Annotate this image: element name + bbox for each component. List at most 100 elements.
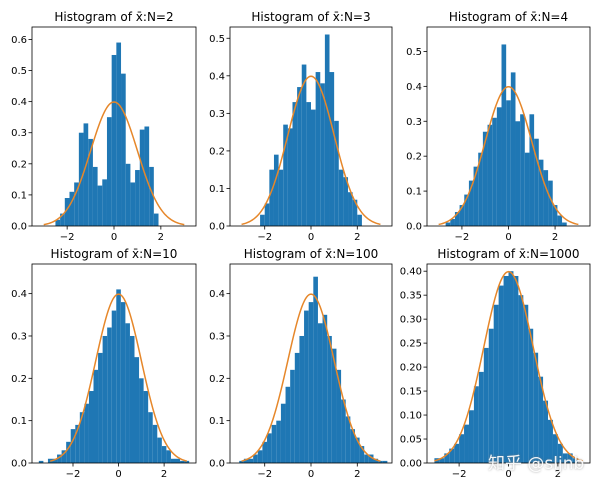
histogram-bar (501, 44, 507, 227)
subplot-4: −2 0 2 0.0 0.1 0.2 0.3 0.4 Histogram of x̄:N=10 (11, 247, 197, 480)
histogram-bar (257, 450, 263, 463)
x-tick-label: 2 (552, 232, 558, 243)
y-tick-label: 0.3 (11, 128, 27, 139)
histogram-bar (515, 121, 521, 226)
histogram-bar (243, 458, 249, 463)
y-tick-label: 0.3 (406, 117, 422, 128)
histogram-bar (498, 285, 504, 463)
y-tick-label: 0.5 (11, 66, 27, 77)
histogram-bar (75, 424, 80, 463)
histogram-bar (139, 129, 145, 226)
histogram-bar (161, 446, 167, 463)
y-tick-label: 0.3 (11, 331, 27, 342)
histogram-bar (464, 194, 469, 226)
histogram-bar (445, 222, 451, 226)
histogram-bar (116, 42, 122, 227)
subplot-title: Histogram of x̄:N=3 (251, 10, 370, 24)
y-tick-label: 0.0 (11, 222, 27, 233)
histogram-bar (290, 369, 295, 463)
axes-frame (31, 263, 197, 464)
histogram-bar (324, 34, 330, 226)
histogram-bar (70, 429, 76, 463)
y-tick-label: 0.1 (406, 187, 422, 198)
histogram-bar (66, 441, 71, 463)
y-tick-label: 0.5 (406, 47, 422, 58)
histogram-bar (338, 169, 344, 226)
histogram-bar (153, 213, 159, 227)
histogram-bar (79, 412, 85, 463)
normal-pdf-curve (241, 75, 381, 226)
histogram-bar (152, 424, 158, 463)
histogram-bar (557, 443, 563, 463)
y-tick-label: 0.3 (209, 109, 225, 120)
histogram-bar (125, 323, 130, 463)
x-tick-label: 2 (161, 469, 167, 480)
histogram-bar (139, 378, 144, 463)
normal-pdf-curve (438, 85, 579, 226)
histogram-bar (329, 72, 335, 226)
y-tick-label: 0.2 (209, 146, 225, 157)
histogram-bar (439, 458, 445, 463)
histogram-bar (449, 448, 455, 463)
y-tick-label: 0.30 (400, 315, 422, 326)
histogram-bar (382, 460, 388, 463)
histogram-bar (552, 434, 558, 463)
histogram-bar (373, 458, 379, 463)
y-tick-label: 0.10 (400, 411, 422, 422)
histogram-bar (450, 219, 455, 226)
histogram-bar (297, 87, 302, 226)
y-tick-label: 0.4 (11, 97, 27, 108)
histogram-bar (106, 117, 112, 226)
histogram-bar (523, 304, 529, 463)
y-tick-label: 0.0 (209, 222, 225, 233)
histogram-bar (253, 454, 258, 463)
histogram-bar (543, 170, 549, 226)
histogram-bar (273, 154, 279, 226)
normal-pdf-curve (241, 293, 381, 462)
histogram-bar (125, 163, 131, 227)
histogram-bar (508, 271, 514, 463)
histogram-bar (543, 400, 549, 463)
y-tick-label: 0.1 (209, 184, 225, 195)
subplot-5: −2 0 2 0.0 0.1 0.2 0.3 0.4 Histogram of x̄:N=100 (209, 247, 393, 480)
histogram-bar (306, 102, 311, 226)
histogram-bar (534, 138, 539, 226)
histogram-bar (285, 386, 291, 463)
histogram-bar (513, 275, 519, 463)
histogram-bar (492, 117, 497, 226)
histogram-bar (506, 100, 511, 226)
y-tick-label: 0.05 (400, 435, 422, 446)
histogram-bar (487, 124, 493, 226)
histogram-bar (83, 123, 89, 226)
subplot-title: Histogram of x̄:N=2 (54, 10, 173, 24)
histogram-bar (350, 429, 355, 463)
y-tick-label: 0.5 (209, 34, 225, 45)
x-tick-label: 0 (115, 469, 121, 480)
histogram-bar (107, 327, 112, 463)
histogram-bar (488, 328, 494, 463)
histogram-bar (135, 170, 140, 226)
y-tick-label: 0.2 (209, 374, 225, 385)
histogram-bar (315, 72, 321, 226)
x-tick-label: −2 (452, 469, 467, 480)
histogram-bar (60, 213, 65, 227)
histogram-bar (538, 376, 544, 463)
y-tick-label: 0.4 (11, 289, 27, 300)
histogram-bar (276, 420, 281, 463)
histogram-bar (120, 302, 126, 463)
histogram-bar (510, 72, 516, 226)
y-tick-label: 0.1 (11, 190, 27, 201)
histogram-bar (478, 371, 484, 463)
y-tick-label: 0.2 (406, 152, 422, 163)
subplot-1: −2 0 2 0.0 0.1 0.2 0.3 0.4 0.5 0.6 Histogram of x̄… (11, 10, 197, 243)
y-tick-label: 0.2 (11, 374, 27, 385)
x-tick-label: 0 (505, 232, 511, 243)
histogram-bar (459, 205, 465, 226)
histogram-bar (55, 219, 61, 226)
histogram-bar (102, 179, 107, 226)
histogram-bar (478, 152, 483, 226)
subplot-title: Histogram of x̄:N=10 (51, 247, 178, 261)
histogram-bar (493, 304, 499, 463)
y-tick-label: 0.35 (400, 291, 422, 302)
